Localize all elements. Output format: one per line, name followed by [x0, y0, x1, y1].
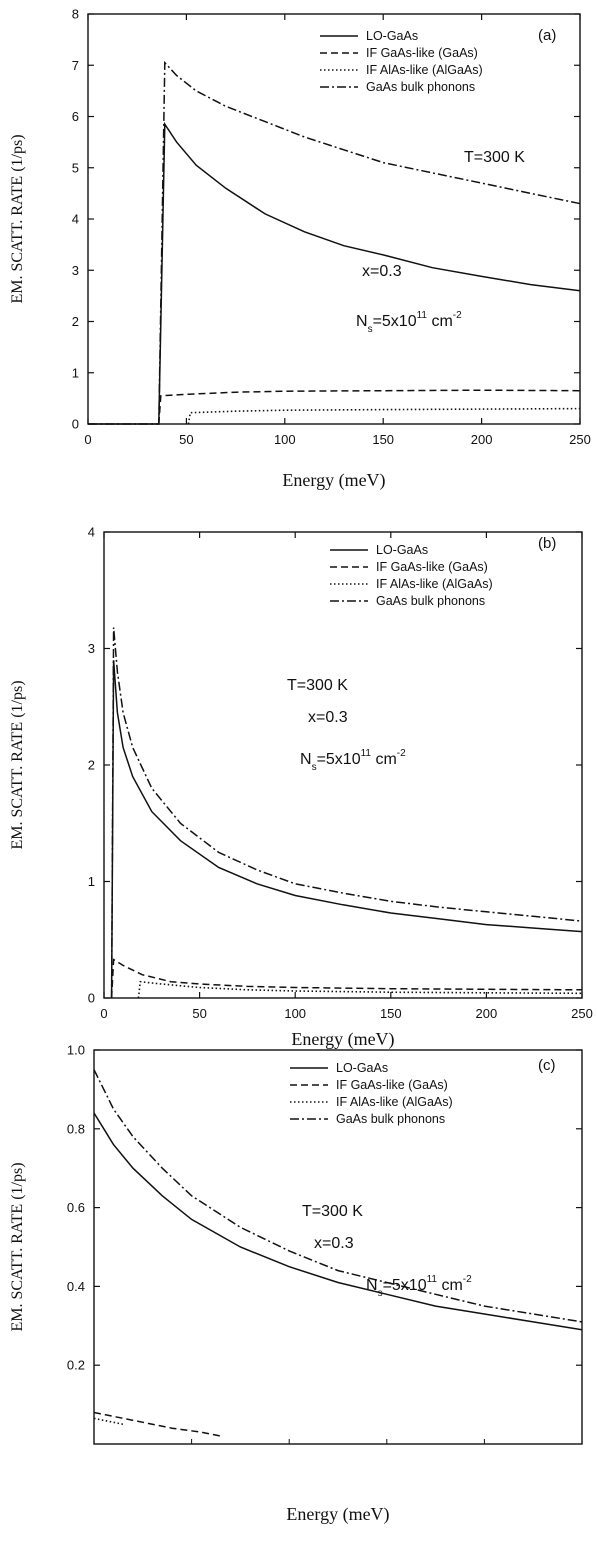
y-tick-label: 6 [72, 109, 79, 124]
series-line-if-alas-like-algaas- [187, 407, 581, 425]
y-tick-label: 0.2 [67, 1358, 85, 1373]
y-tick-label: 5 [72, 160, 79, 175]
plot-frame [93, 1049, 583, 1445]
legend-entry: GaAs bulk phonons [376, 594, 485, 608]
legend-entry: IF AlAs-like (AlGaAs) [376, 577, 493, 591]
series-line-gaas-bulk-phonons [88, 60, 581, 425]
y-tick-label: 0.6 [67, 1200, 85, 1215]
y-axis-label: EM. SCATT. RATE (1/ps) [9, 134, 26, 303]
y-tick-label: 0.8 [67, 1121, 85, 1136]
annotation-ns-part: -2 [463, 1274, 472, 1285]
legend-entry: LO-GaAs [336, 1061, 388, 1075]
series-line-lo-gaas [93, 1112, 583, 1331]
legend-entry: IF GaAs-like (GaAs) [366, 46, 478, 60]
y-tick-label: 1 [88, 874, 95, 889]
legend-entry: LO-GaAs [366, 29, 418, 43]
x-tick-label: 150 [372, 432, 394, 447]
series-line-if-alas-like-algaas- [93, 1417, 124, 1426]
panel-label: (a) [538, 27, 556, 44]
y-tick-label: 3 [72, 263, 79, 278]
y-tick-label: 0 [88, 991, 95, 1006]
x-tick-label: 200 [476, 1006, 498, 1021]
annotation-ns-part: cm [371, 751, 397, 768]
y-tick-label: 0.4 [67, 1279, 85, 1294]
annotation-ns-part: -2 [453, 310, 462, 321]
annotation-temp: T=300 K [464, 149, 525, 166]
y-tick-label: 2 [72, 314, 79, 329]
legend-entry: LO-GaAs [376, 543, 428, 557]
y-axis-label: EM. SCATT. RATE (1/ps) [9, 680, 26, 849]
annotation-x: x=0.3 [308, 709, 348, 726]
annotation-ns-part: s [378, 1288, 383, 1299]
legend-entry: IF AlAs-like (AlGaAs) [366, 63, 483, 77]
annotation-ns-part: N [300, 751, 312, 768]
annotation-ns-part: =5x10 [317, 751, 361, 768]
annotation-ns-part: -2 [397, 748, 406, 759]
legend-entry: GaAs bulk phonons [366, 80, 475, 94]
annotation-x: x=0.3 [362, 263, 402, 280]
x-axis-label: Energy (meV) [282, 470, 385, 491]
annotation-ns: Ns=5x1011 cm-2 [300, 748, 406, 773]
annotation-ns-part: cm [427, 313, 453, 330]
x-tick-label: 100 [284, 1006, 306, 1021]
y-axis-label: EM. SCATT. RATE (1/ps) [9, 1162, 26, 1331]
y-tick-label: 4 [88, 525, 95, 540]
annotation-ns-part: cm [437, 1277, 463, 1294]
annotation-ns-part: =5x10 [373, 313, 417, 330]
legend-entry: GaAs bulk phonons [336, 1112, 445, 1126]
annotation-ns-part: =5x10 [383, 1277, 427, 1294]
annotation-x: x=0.3 [314, 1235, 354, 1252]
x-tick-label: 250 [571, 1006, 593, 1021]
series-line-lo-gaas [110, 660, 583, 999]
series-line-if-gaas-like-gaas- [110, 958, 583, 999]
chart-panel-b: 0 50 100 150 200 250 0 1 2 3 4 Energy (meV) EM. SCAT… [9, 525, 593, 1051]
series-line-lo-gaas [88, 121, 581, 425]
y-tick-label: 3 [88, 641, 95, 656]
y-tick-label: 0 [72, 417, 79, 432]
x-tick-label: 0 [100, 1006, 107, 1021]
legend-entry: IF GaAs-like (GaAs) [336, 1078, 448, 1092]
annotation-ns-part: 11 [417, 310, 428, 321]
annotation-ns-part: N [356, 313, 368, 330]
annotation-ns-part: N [366, 1277, 378, 1294]
y-tick-label: 8 [72, 7, 79, 22]
annotation-temp: T=300 K [302, 1203, 363, 1220]
annotation-ns-part: 11 [427, 1274, 438, 1285]
chart-panel-c: 0.2 0.4 0.6 0.8 1.0 Energy (meV) EM. SCATT. RA… [9, 1043, 583, 1525]
y-tick-label: 1 [72, 365, 79, 380]
legend-entry: IF AlAs-like (AlGaAs) [336, 1095, 453, 1109]
x-tick-label: 50 [179, 432, 193, 447]
y-tick-label: 2 [88, 758, 95, 773]
series-line-gaas-bulk-phonons [110, 627, 583, 999]
series-line-if-gaas-like-gaas- [93, 1411, 222, 1437]
x-tick-label: 0 [84, 432, 91, 447]
annotation-temp: T=300 K [287, 677, 348, 694]
annotation-ns-part: s [312, 762, 317, 773]
annotation-ns-part: 11 [361, 748, 372, 759]
panel-label: (b) [538, 535, 556, 552]
x-tick-label: 100 [274, 432, 296, 447]
y-tick-label: 7 [72, 58, 79, 73]
x-tick-label: 250 [569, 432, 591, 447]
legend-entry: IF GaAs-like (GaAs) [376, 560, 488, 574]
y-tick-label: 4 [72, 212, 79, 227]
y-tick-label: 1.0 [67, 1043, 85, 1058]
chart-panel-a: 0 50 100 150 200 250 0 1 2 3 4 5 6 7 8 Energy (meV) EM. … [9, 7, 591, 492]
panel-label: (c) [538, 1057, 556, 1074]
annotation-ns: Ns=5x1011 cm-2 [356, 310, 462, 335]
series-line-gaas-bulk-phonons [93, 1069, 583, 1323]
series-line-if-gaas-like-gaas- [158, 389, 581, 425]
x-tick-label: 150 [380, 1006, 402, 1021]
x-axis-label: Energy (meV) [291, 1029, 394, 1050]
x-tick-label: 50 [192, 1006, 206, 1021]
annotation-ns-part: s [368, 324, 373, 335]
x-tick-label: 200 [471, 432, 493, 447]
annotation-ns: Ns=5x1011 cm-2 [366, 1274, 472, 1299]
x-axis-label: Energy (meV) [286, 1504, 389, 1525]
